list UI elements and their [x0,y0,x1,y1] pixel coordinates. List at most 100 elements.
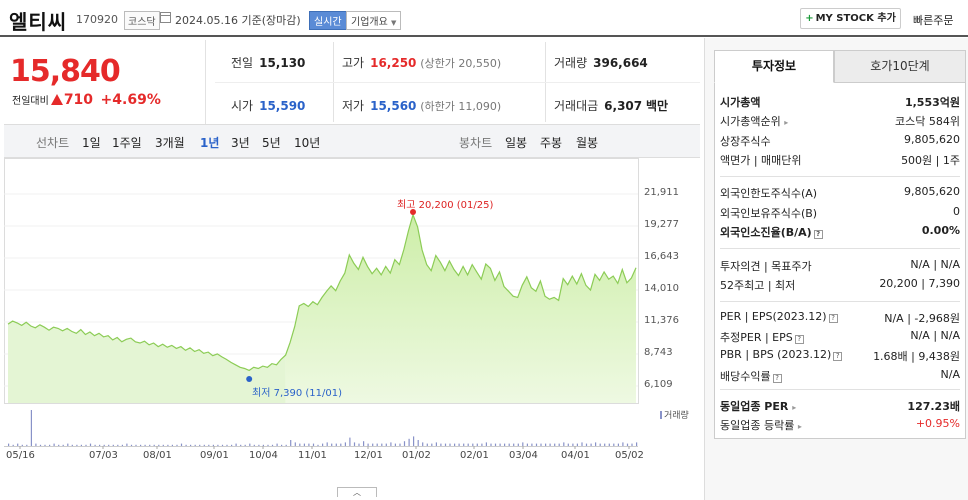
volume-bar [340,443,342,446]
high-label: 고가 [342,56,365,70]
volume-bar [417,440,419,446]
volume-bar [513,443,515,446]
volume-bar [185,444,187,446]
volume-bar [12,444,14,446]
volume-bar [58,444,60,446]
volume-bar [149,444,151,446]
volume-bar [30,410,32,446]
volume-bar [481,443,483,446]
volume-value: 396,664 [593,56,648,70]
period-3y[interactable]: 3년 [231,136,250,150]
volume-bar [162,444,164,446]
volume-bar [140,444,142,446]
help-icon[interactable]: ? [813,230,823,239]
volume-bar [626,443,629,446]
x-tick-label: 03/04 [509,450,538,461]
volume-bar [385,443,387,446]
open-value: 15,590 [259,99,306,113]
volume-bar [563,442,565,446]
price-area-fill [285,214,636,403]
sector-change-label[interactable]: 동일업종 등락률 ▸ [720,419,802,432]
period-1d[interactable]: 1일 [82,136,101,150]
volume-bar [358,443,360,446]
tab-orderbook[interactable]: 호가10단계 [834,50,966,83]
help-icon[interactable]: ? [794,335,804,344]
period-5y[interactable]: 5년 [262,136,281,150]
volume-bar [485,442,487,446]
tab-invest-info[interactable]: 투자정보 [714,50,834,83]
volume-bar [422,442,424,446]
x-tick-label: 11/01 [298,450,327,461]
low-annotation: 최저 7,390 (11/01) [252,388,343,399]
volume-bar [203,444,205,446]
help-icon[interactable]: ? [772,374,782,383]
volume-bar [117,444,119,446]
sector-per-label[interactable]: 동일업종 PER ▸ [720,400,797,413]
divider [720,248,960,249]
volume-bar [271,444,274,446]
volume-bar [449,443,451,446]
volume-bar [294,442,296,446]
info-row: 투자의견 | 목표주가 N/A | N/A [720,258,960,276]
foreign-ratio-label: 외국인소진율(B/A)? [720,224,823,240]
volume-bar [431,443,433,446]
volume-bar [80,444,82,446]
period-1w[interactable]: 1주일 [112,136,142,150]
volume-bar [240,444,242,446]
collapse-chart-button[interactable]: ︿ [337,487,377,497]
volume-bar [108,444,110,446]
quick-order-link[interactable]: 빠른주문 [913,14,954,27]
plus-icon: + [805,13,814,24]
caret-right-icon: ▸ [792,403,797,412]
candle-monthly[interactable]: 월봉 [576,136,599,150]
candle-weekly[interactable]: 주봉 [540,136,563,150]
foreign-limit-label: 외국인한도주식수(A) [720,187,818,200]
candle-daily[interactable]: 일봉 [505,136,528,150]
info-row: 추정PER | EPS? N/A | N/A [720,329,960,347]
volume-bar [631,443,633,446]
company-info-dropdown[interactable]: 기업개요 ▼ [346,11,402,30]
volume-bar [403,441,406,446]
volume-bar [595,442,597,446]
volume-bar [399,443,401,446]
per-eps-label: PER | EPS(2023.12)? [720,310,838,323]
amount-value: 6,307 [604,99,643,113]
add-mystock-label: MY STOCK 추가 [815,13,896,24]
market-cap-rank-label[interactable]: 시가총액순위 ▸ [720,115,789,128]
chart-period-bar: 선차트 1일 1주일 3개월 1년 3년 5년 10년 봉차트 일봉 주봉 월봉 [4,124,700,158]
help-icon[interactable]: ? [833,352,843,361]
listed-shares-label: 상장주식수 [720,135,771,148]
volume-bar [576,443,578,446]
low-value: 15,560 [370,99,417,113]
volume-bar [180,443,183,446]
volume-bar [440,443,442,446]
company-info-label: 기업개요 [351,17,388,28]
opinion-value: N/A | N/A [910,258,960,271]
add-mystock-button[interactable]: + MY STOCK 추가 [800,8,901,29]
par-value-value: 500원 | 1주 [901,154,960,167]
divider [720,301,960,302]
volume-bar [499,443,501,446]
volume-bar [590,443,592,446]
volume-bar [636,442,638,446]
volume-bar [581,442,583,446]
period-10y[interactable]: 10년 [294,136,321,150]
volume-bar [467,443,469,446]
price-change-row: 전일대비 710 +4.69% [12,92,161,108]
volume-bar [62,444,64,446]
volume-bar [549,443,551,446]
info-row: 시가총액순위 ▸ 코스닥 584위 [720,113,960,131]
info-row: 동일업종 PER ▸ 127.23배 [720,398,960,416]
help-icon[interactable]: ? [828,314,838,323]
volume-bar [49,444,51,446]
period-3m[interactable]: 3개월 [155,136,185,150]
realtime-badge[interactable]: 실시간 [309,11,347,30]
pbr-bps-label: PBR | BPS (2023.12)? [720,348,843,361]
price-chart[interactable]: 21,911 19,277 16,643 14,010 11,376 8,743 6,109… [4,158,700,497]
volume: 거래량 396,664 [554,54,648,71]
period-1y[interactable]: 1년 [200,136,220,150]
volume-bar [504,443,506,446]
volume-legend-label: 거래량 [664,411,689,421]
y-tick-label: 19,277 [644,219,679,230]
change-label: 전일대비 [12,96,49,107]
